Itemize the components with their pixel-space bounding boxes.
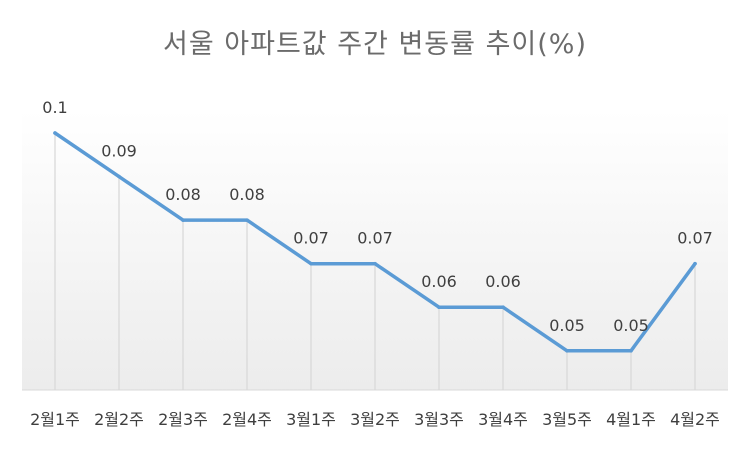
x-tick-label: 2월4주 xyxy=(222,410,272,429)
data-point xyxy=(117,174,121,179)
data-label: 0.07 xyxy=(677,229,713,248)
x-tick-label: 4월1주 xyxy=(606,410,656,429)
data-point xyxy=(245,218,249,222)
x-tick-labels: 2월1주 2월2주 2월3주 2월4주 3월1주 3월2주 3월3주 3월4주 3월5주 4월1주… xyxy=(30,410,720,429)
x-tick-label: 2월1주 xyxy=(30,410,80,429)
data-point xyxy=(565,348,569,353)
x-tick-label: 3월1주 xyxy=(286,410,336,429)
x-tick-label: 2월3주 xyxy=(158,410,208,429)
drop-lines xyxy=(54,133,696,390)
x-tick-label: 3월3주 xyxy=(414,410,464,429)
x-tick-label: 2월2주 xyxy=(94,410,144,429)
data-point xyxy=(501,305,505,310)
data-point xyxy=(181,218,185,222)
x-tick-label: 3월2주 xyxy=(350,410,400,429)
x-tick-label: 3월5주 xyxy=(542,410,592,429)
x-tick-label: 3월4주 xyxy=(478,410,528,429)
data-label: 0.05 xyxy=(549,316,585,335)
data-point xyxy=(309,261,313,266)
chart-title: 서울 아파트값 주간 변동률 추이(%) xyxy=(163,29,587,60)
data-label: 0.09 xyxy=(101,142,137,161)
data-point xyxy=(693,261,697,266)
data-point xyxy=(373,261,377,266)
data-label: 0.06 xyxy=(421,272,457,291)
data-labels: 0.1 0.09 0.08 0.08 0.07 0.07 0.06 0.06 0.05 0.05 0… xyxy=(42,98,713,353)
data-label: 0.06 xyxy=(485,272,521,291)
data-label: 0.07 xyxy=(293,229,329,248)
data-label: 0.08 xyxy=(165,185,201,204)
data-label: 0.05 xyxy=(613,316,649,335)
x-tick-label: 4월2주 xyxy=(670,410,720,429)
data-label: 0.07 xyxy=(357,229,393,248)
data-label: 0.08 xyxy=(229,185,265,204)
data-label: 0.1 xyxy=(42,98,67,117)
data-point xyxy=(437,305,441,310)
data-point xyxy=(629,348,633,353)
data-point xyxy=(53,131,57,135)
